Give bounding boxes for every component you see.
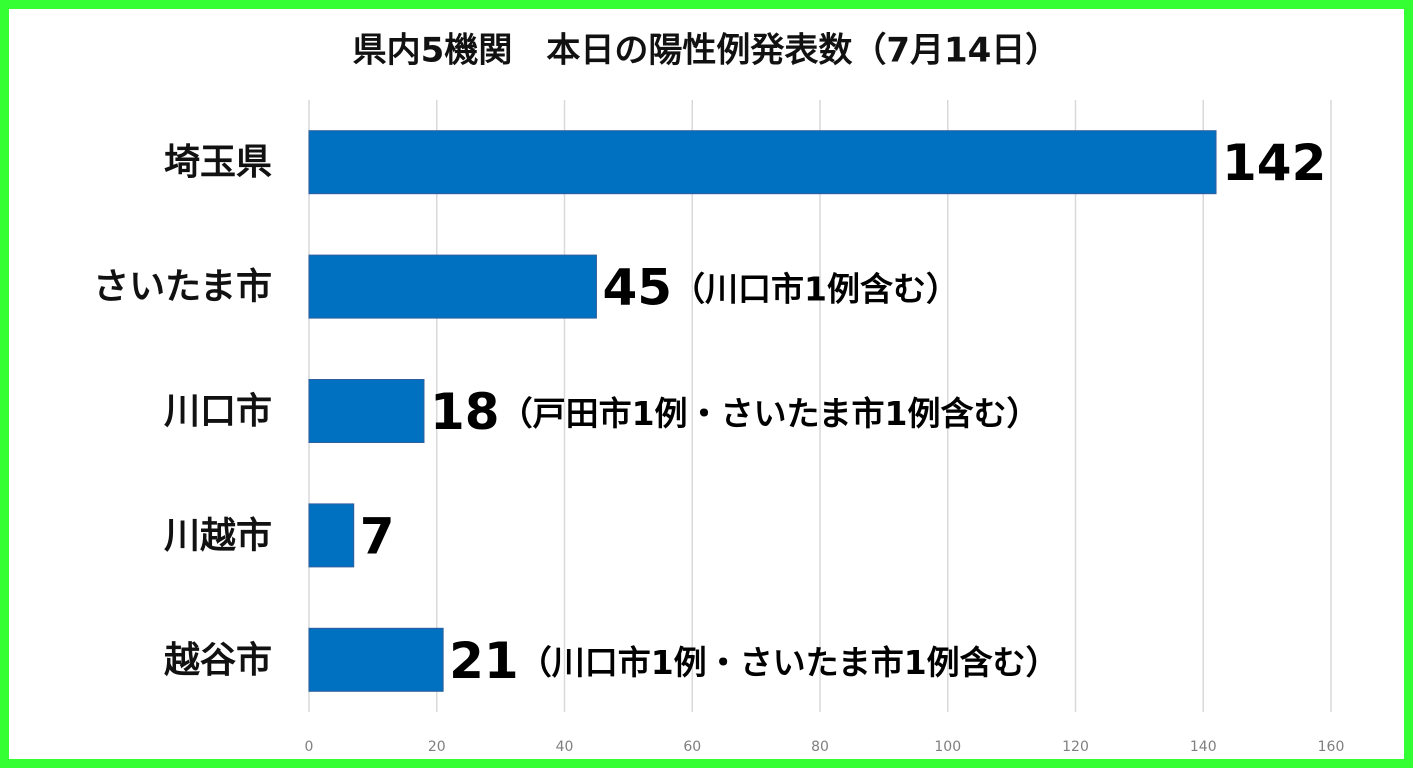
x-tick-label: 160 [1318,739,1345,755]
data-label-note: （川口市1例含む） [672,269,959,308]
data-label-note: （川口市1例・さいたま市1例含む） [519,642,1059,681]
data-label: 18（戸田市1例・さいたま市1例含む） [430,383,1040,441]
x-tick-label: 60 [683,739,701,755]
y-tick-label: 越谷市 [164,640,272,681]
data-label-value: 45 [602,258,672,316]
data-label: 45（川口市1例含む） [602,258,959,316]
x-tick-label: 40 [556,739,574,755]
bar [308,130,1217,195]
data-label-value: 142 [1222,134,1326,192]
data-label: 21（川口市1例・さいたま市1例含む） [449,631,1059,689]
y-tick-label: 埼玉県 [164,142,272,183]
x-tick-label: 80 [811,739,829,755]
bar [308,627,444,692]
bar [308,379,425,443]
y-tick-label: 川越市 [164,515,272,556]
y-tick-label: 川口市 [164,391,272,432]
y-tick-label: さいたま市 [93,267,272,308]
data-label-note: （戸田市1例・さいたま市1例含む） [500,394,1040,433]
chart-title: 県内5機関 本日の陽性例発表数（7月14日） [353,31,1060,71]
x-tick-label: 120 [1062,739,1089,755]
data-label-value: 7 [360,507,395,565]
x-tick-label: 140 [1190,739,1217,755]
x-tick-label: 0 [305,739,314,755]
data-label: 142 [1222,134,1326,192]
x-tick-label: 20 [428,739,446,755]
data-label: 7 [360,507,395,565]
x-tick-label: 100 [934,739,961,755]
data-label-value: 18 [430,383,500,441]
bar [308,503,355,568]
data-label-value: 21 [449,631,519,689]
bar [308,254,597,319]
